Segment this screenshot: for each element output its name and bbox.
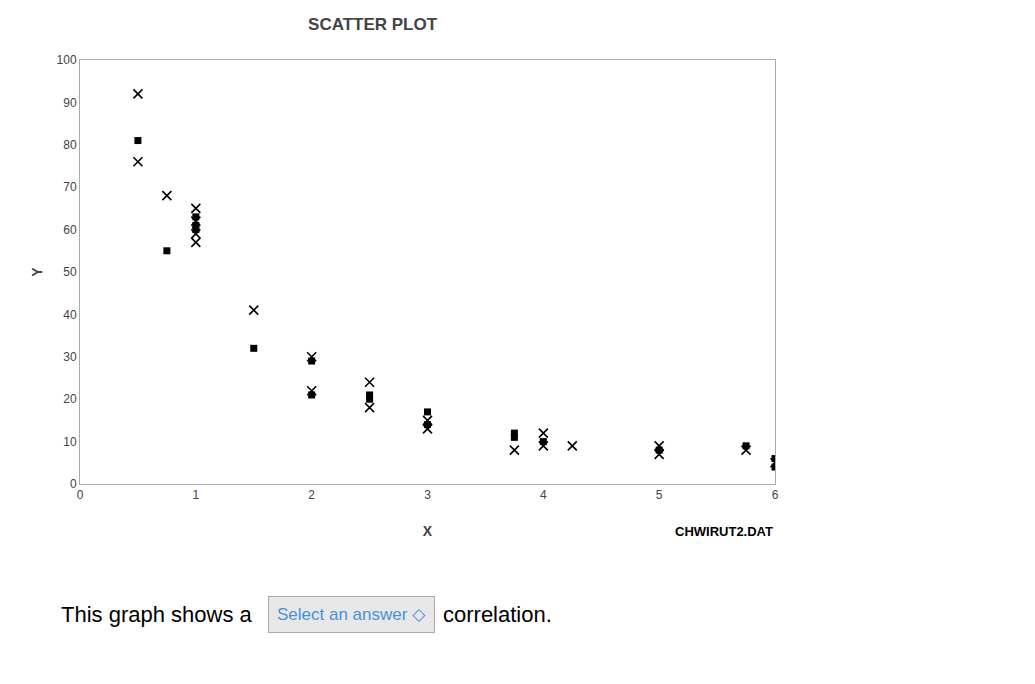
svg-text:CHWIRUT2.DAT: CHWIRUT2.DAT bbox=[675, 524, 773, 539]
svg-text:4: 4 bbox=[540, 488, 547, 502]
svg-text:3: 3 bbox=[424, 488, 431, 502]
svg-text:X: X bbox=[423, 523, 433, 539]
svg-text:SCATTER PLOT: SCATTER PLOT bbox=[308, 15, 438, 34]
svg-text:40: 40 bbox=[63, 308, 77, 322]
svg-text:60: 60 bbox=[63, 223, 77, 237]
svg-text:6: 6 bbox=[772, 488, 779, 502]
svg-text:100: 100 bbox=[57, 53, 77, 67]
svg-text:10: 10 bbox=[63, 435, 77, 449]
svg-text:80: 80 bbox=[63, 138, 77, 152]
svg-text:0: 0 bbox=[77, 488, 84, 502]
svg-text:Select an answer ◇: Select an answer ◇ bbox=[277, 605, 426, 624]
svg-text:Y: Y bbox=[29, 267, 45, 277]
svg-text:20: 20 bbox=[63, 392, 77, 406]
svg-text:2: 2 bbox=[308, 488, 315, 502]
svg-text:90: 90 bbox=[63, 96, 77, 110]
svg-text:30: 30 bbox=[63, 350, 77, 364]
svg-text:This graph shows a: This graph shows a bbox=[61, 602, 253, 627]
svg-text:70: 70 bbox=[63, 180, 77, 194]
svg-text:50: 50 bbox=[63, 265, 77, 279]
svg-text:1: 1 bbox=[192, 488, 199, 502]
svg-text:0: 0 bbox=[70, 477, 77, 491]
svg-text:5: 5 bbox=[656, 488, 663, 502]
svg-text:correlation.: correlation. bbox=[443, 602, 552, 627]
